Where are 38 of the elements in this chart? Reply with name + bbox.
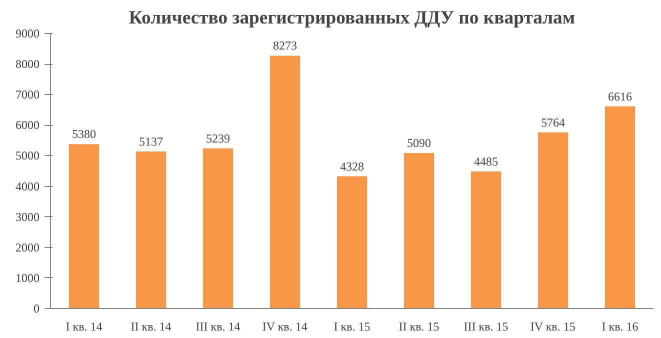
y-tick-label: 6000	[16, 118, 40, 132]
data-label: 8273	[273, 38, 297, 53]
bar	[336, 176, 368, 308]
y-tick-label: 7000	[16, 88, 40, 102]
y-tick-label: 3000	[16, 210, 40, 224]
data-label: 6616	[608, 89, 632, 104]
x-tick-label: II кв. 14	[130, 320, 172, 334]
x-tick-label: III кв. 14	[196, 320, 240, 334]
bar	[470, 171, 502, 308]
data-label: 5764	[541, 115, 565, 130]
bar	[68, 144, 100, 308]
chart-title: Количество зарегистрированных ДДУ по кварталам	[128, 8, 576, 28]
bar	[136, 152, 166, 308]
x-tick-label: I кв. 16	[602, 320, 638, 334]
data-label: 5137	[139, 134, 163, 149]
bar	[404, 152, 434, 308]
x-tick-label: IV кв. 15	[530, 320, 576, 334]
x-tick-label: II кв. 15	[398, 320, 440, 334]
y-tick-label: 4000	[16, 179, 40, 194]
y-tick-label: 8000	[16, 57, 40, 72]
x-tick-label: IV кв. 14	[262, 320, 308, 334]
data-label: 4485	[474, 154, 498, 168]
y-tick-label: 1000	[16, 270, 40, 285]
y-tick-label: 9000	[16, 26, 40, 40]
x-tick-label: III кв. 15	[464, 320, 508, 334]
y-tick-label: 2000	[16, 240, 40, 254]
bar	[604, 106, 636, 308]
x-tick-label: I кв. 14	[66, 320, 102, 334]
x-tick-label: I кв. 15	[334, 320, 370, 334]
y-tick-label: 5000	[16, 148, 40, 163]
bar	[202, 148, 234, 308]
data-label: 5090	[407, 136, 431, 150]
data-label: 5380	[72, 127, 96, 142]
data-label: 4328	[340, 159, 364, 174]
bar	[538, 132, 568, 308]
y-tick-label: 0	[34, 302, 40, 316]
data-label: 5239	[206, 131, 230, 146]
bar	[270, 56, 300, 308]
